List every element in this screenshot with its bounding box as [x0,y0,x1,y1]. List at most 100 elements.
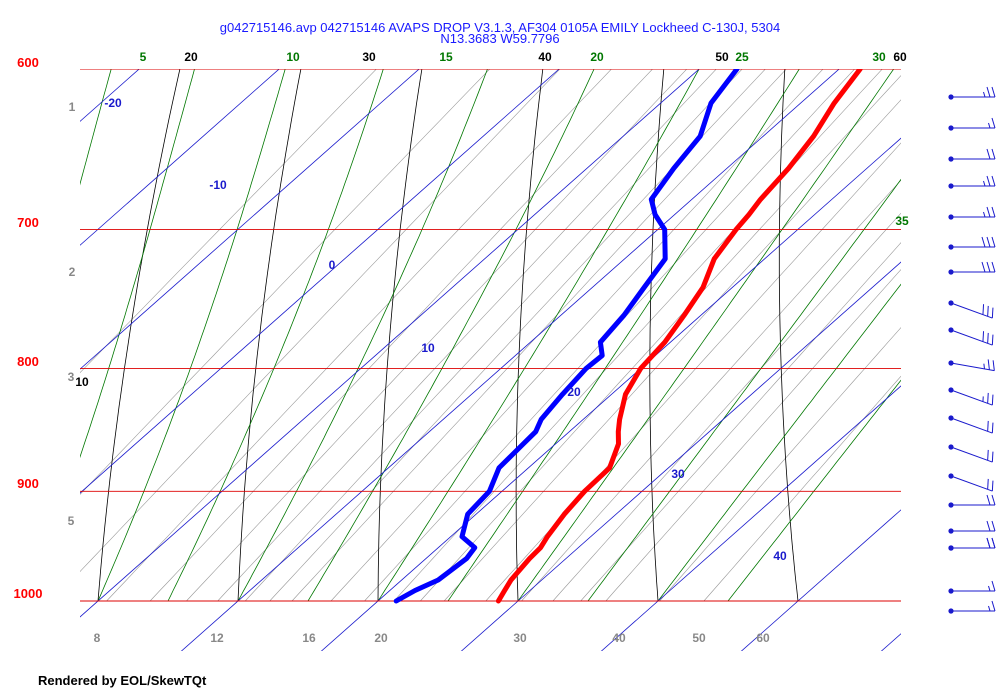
dry-adiabat-label: 60 [893,50,907,64]
moist-adiabat-line [447,69,800,602]
wind-barb-flag [986,494,991,506]
isotherm-label: 0 [329,258,336,272]
wind-barb-flag [987,392,989,404]
dry-adiabat-line [778,69,799,602]
wind-barb-flag [992,360,995,371]
moist-adiabat-line [237,69,488,602]
mixing-ratio-label: 20 [374,631,388,645]
isotherm-label: 40 [773,549,787,563]
moist-adiabat-line [307,69,595,602]
mixing-ratio-label: 50 [692,631,706,645]
moist-adiabat-line [167,69,384,602]
wind-barb-flag [991,206,996,218]
wind-barb [948,359,995,372]
moist-adiabat-label: 20 [590,50,604,64]
mixing-ratio-line [552,212,901,602]
isotherm-label: -10 [209,178,227,192]
wind-barb-flag [986,86,991,98]
wind-barb-flag [991,236,996,248]
moist-adiabat-line [0,34,44,601]
wind-barb [948,86,996,100]
moist-adiabat-line [80,69,112,186]
wind-barb [948,327,994,346]
wind-barb-half-flag [983,211,986,218]
wind-barb-flag [987,478,989,490]
wind-barb-half-flag [988,605,991,612]
wind-barb-flag [991,86,996,98]
isotherm-label: -20 [104,96,122,110]
wind-barb-flag [987,332,989,344]
wind-barb-shaft [950,389,993,406]
pressure-tick-label: 1000 [14,586,43,601]
wind-barb [948,600,996,614]
wind-barb [948,580,996,594]
wind-barb-flag [991,307,994,319]
wind-barb-shaft [950,475,993,492]
moist-adiabat-label: 10 [286,50,300,64]
wind-barb-flag [991,394,994,406]
wind-barb-flag [991,175,996,187]
isotherm-line [600,385,901,651]
wind-barb [948,494,996,508]
wind-barb-flag [981,236,986,248]
pressure-tick-label: 700 [17,215,39,230]
mixing-ratio-line [703,375,901,602]
dry-adiabat-label: 30 [362,50,376,64]
isotherm-line [80,69,700,618]
wind-barb-flag [982,331,985,342]
wind-barb-flag [991,580,996,592]
wind-barb-flag [991,537,996,549]
pressure-tick-label: 800 [17,354,39,369]
wind-barb [948,415,994,434]
dry-adiabat-line [905,34,938,601]
moist-adiabat-line [587,178,901,602]
moist-adiabat-label: 5 [140,50,147,64]
wind-barb-shaft [950,302,993,319]
wind-barb-half-flag [983,180,986,187]
isotherm-line [460,261,901,651]
dry-adiabat-label: 10 [75,375,89,389]
isotherm-line [80,69,140,122]
moist-adiabat-line [377,69,700,602]
wind-barb-shaft [950,362,995,372]
moist-adiabat-line [657,283,901,602]
wind-barb [948,148,996,162]
wind-barb-flag [986,520,991,532]
moist-adiabat-label: 25 [735,50,749,64]
mixing-ratio-line [106,69,612,602]
mixing-ratio-line [149,69,653,602]
wind-barb-flag [987,449,989,461]
wind-barb-shaft [950,329,993,346]
isotherm-label: 30 [671,467,685,481]
mixing-ratio-label: 60 [756,631,770,645]
isotherm-line [80,69,280,246]
moist-adiabat-line [517,69,895,602]
dry-adiabat-line [649,69,665,602]
chart-title-line2: N13.3683 W59.7796 [440,31,559,46]
isotherm-line [180,69,840,651]
isotherm-label: 20 [567,385,581,399]
wind-barb [948,175,996,189]
wind-barb-half-flag [988,585,991,592]
mixing-ratio-line [659,327,901,602]
wind-barb-flag [987,305,989,317]
wind-barb [948,444,994,463]
wind-barb-flag [991,480,994,492]
wind-barb-flag [986,261,991,273]
mixing-ratio-label: 40 [612,631,626,645]
pressure-tick-label: 600 [17,55,39,70]
chart-profiles [393,69,863,604]
dry-adiabat-label: 40 [538,50,552,64]
isotherm-label: 10 [421,341,435,355]
wind-barbs [948,86,996,614]
footer-credit: Rendered by EOL/SkewTQt [38,673,207,688]
wind-barb-flag [991,422,994,434]
moist-adiabat-line [97,69,286,602]
wind-barb-flag [987,420,989,432]
moist-adiabat-line [80,69,195,459]
wind-barb-half-flag [983,363,985,369]
mixing-ratio-label: 30 [513,631,527,645]
moist-adiabat-label: 35 [895,214,909,228]
